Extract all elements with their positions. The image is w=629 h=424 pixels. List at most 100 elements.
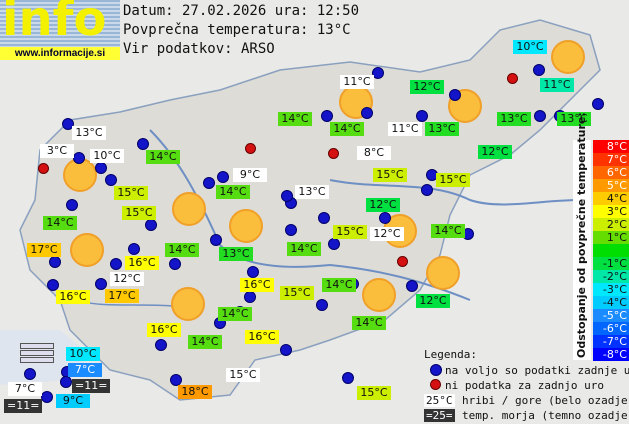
station-dot-icon[interactable] bbox=[372, 67, 384, 79]
station-dot-icon[interactable] bbox=[105, 174, 117, 186]
station-dot-icon[interactable] bbox=[280, 344, 292, 356]
station-dot-icon[interactable] bbox=[321, 110, 333, 122]
legend-ok-dot-icon bbox=[430, 364, 442, 376]
station-temp-label: 12°C bbox=[370, 227, 404, 241]
sun-icon bbox=[172, 192, 206, 226]
station-temp-label: 8°C bbox=[357, 146, 391, 160]
station-missing-dot-icon[interactable] bbox=[245, 143, 256, 154]
station-dot-icon[interactable] bbox=[66, 199, 78, 211]
station-dot-icon[interactable] bbox=[62, 118, 74, 130]
station-temp-label: 14°C bbox=[322, 278, 356, 292]
station-missing-dot-icon[interactable] bbox=[328, 148, 339, 159]
station-dot-icon[interactable] bbox=[247, 266, 259, 278]
station-dot-icon[interactable] bbox=[592, 98, 604, 110]
station-dot-icon[interactable] bbox=[210, 234, 222, 246]
station-temp-label: 11°C bbox=[340, 75, 374, 89]
station-temp-label: 18°C bbox=[178, 385, 212, 399]
scale-step: -4°C bbox=[593, 296, 629, 309]
station-dot-icon[interactable] bbox=[169, 258, 181, 270]
station-dot-icon[interactable] bbox=[170, 374, 182, 386]
station-dot-icon[interactable] bbox=[449, 89, 461, 101]
station-temp-label: 12°C bbox=[410, 80, 444, 94]
station-temp-label: 10°C bbox=[66, 347, 100, 361]
logo-text: info bbox=[2, 0, 107, 47]
station-temp-label: 14°C bbox=[287, 242, 321, 256]
station-dot-icon[interactable] bbox=[60, 376, 72, 388]
station-dot-icon[interactable] bbox=[281, 190, 293, 202]
station-temp-label: 12°C bbox=[110, 272, 144, 286]
station-temp-label: 7°C bbox=[68, 363, 102, 377]
scale-step: 8°C bbox=[593, 140, 629, 153]
avg-temp-line: Povprečna temperatura: 13°C bbox=[123, 22, 351, 38]
station-dot-icon[interactable] bbox=[128, 243, 140, 255]
station-temp-label: 12°C bbox=[478, 145, 512, 159]
station-temp-label: 16°C bbox=[240, 278, 274, 292]
station-temp-label: 3°C bbox=[40, 144, 74, 158]
station-dot-icon[interactable] bbox=[533, 64, 545, 76]
station-dot-icon[interactable] bbox=[95, 278, 107, 290]
station-temp-label: 14°C bbox=[188, 335, 222, 349]
station-temp-label: 13°C bbox=[557, 112, 591, 126]
station-temp-label: 15°C bbox=[122, 206, 156, 220]
station-dot-icon[interactable] bbox=[203, 177, 215, 189]
station-dot-icon[interactable] bbox=[421, 184, 433, 196]
station-temp-label: =11= bbox=[4, 399, 43, 413]
station-dot-icon[interactable] bbox=[155, 339, 167, 351]
station-temp-label: 13°C bbox=[497, 112, 531, 126]
station-dot-icon[interactable] bbox=[328, 238, 340, 250]
station-temp-label: 14°C bbox=[352, 316, 386, 330]
station-temp-label: 7°C bbox=[8, 382, 42, 396]
station-dot-icon[interactable] bbox=[406, 280, 418, 292]
menu-icon[interactable] bbox=[20, 343, 54, 349]
station-dot-icon[interactable] bbox=[316, 299, 328, 311]
station-temp-label: 10°C bbox=[90, 149, 124, 163]
scale-step: -2°C bbox=[593, 270, 629, 283]
legend-sea: temp. morja (temno ozadje) bbox=[462, 409, 629, 422]
station-dot-icon[interactable] bbox=[342, 372, 354, 384]
legend-missing-dot-icon bbox=[430, 379, 441, 390]
station-dot-icon[interactable] bbox=[534, 110, 546, 122]
station-dot-icon[interactable] bbox=[244, 291, 256, 303]
station-dot-icon[interactable] bbox=[379, 212, 391, 224]
station-dot-icon[interactable] bbox=[416, 110, 428, 122]
station-dot-icon[interactable] bbox=[285, 224, 297, 236]
station-dot-icon[interactable] bbox=[73, 152, 85, 164]
logo[interactable]: info www.informacije.si bbox=[0, 0, 120, 60]
station-missing-dot-icon[interactable] bbox=[397, 256, 408, 267]
station-temp-label: 13°C bbox=[425, 122, 459, 136]
logo-url[interactable]: www.informacije.si bbox=[0, 47, 120, 60]
scale-step: 4°C bbox=[593, 192, 629, 205]
source-line: Vir podatkov: ARSO bbox=[123, 41, 275, 57]
station-missing-dot-icon[interactable] bbox=[38, 163, 49, 174]
station-dot-icon[interactable] bbox=[110, 258, 122, 270]
sun-icon bbox=[426, 256, 460, 290]
scale-step: 1°C bbox=[593, 231, 629, 244]
legend-mountain-sample: 25°C bbox=[424, 394, 455, 407]
station-temp-label: 13°C bbox=[72, 126, 106, 140]
station-temp-label: 14°C bbox=[43, 216, 77, 230]
station-missing-dot-icon[interactable] bbox=[507, 73, 518, 84]
station-dot-icon[interactable] bbox=[137, 138, 149, 150]
scale-step bbox=[593, 244, 629, 257]
sun-icon bbox=[171, 287, 205, 321]
station-dot-icon[interactable] bbox=[24, 368, 36, 380]
station-dot-icon[interactable] bbox=[95, 162, 107, 174]
station-dot-icon[interactable] bbox=[318, 212, 330, 224]
date-line: Datum: 27.02.2026 ura: 12:50 bbox=[123, 3, 360, 19]
station-dot-icon[interactable] bbox=[47, 279, 59, 291]
scale-step: -3°C bbox=[593, 283, 629, 296]
scale-step: -6°C bbox=[593, 322, 629, 335]
station-dot-icon[interactable] bbox=[145, 219, 157, 231]
station-temp-label: 14°C bbox=[218, 307, 252, 321]
menu-icon-bar bbox=[20, 357, 54, 363]
station-temp-label: 9°C bbox=[56, 394, 90, 408]
station-dot-icon[interactable] bbox=[49, 256, 61, 268]
station-temp-label: 14°C bbox=[216, 185, 250, 199]
river bbox=[329, 179, 581, 206]
station-dot-icon[interactable] bbox=[217, 171, 229, 183]
sun-icon bbox=[551, 40, 585, 74]
station-dot-icon[interactable] bbox=[41, 391, 53, 403]
scale-step: 2°C bbox=[593, 218, 629, 231]
station-dot-icon[interactable] bbox=[361, 107, 373, 119]
scale-step: -7°C bbox=[593, 335, 629, 348]
